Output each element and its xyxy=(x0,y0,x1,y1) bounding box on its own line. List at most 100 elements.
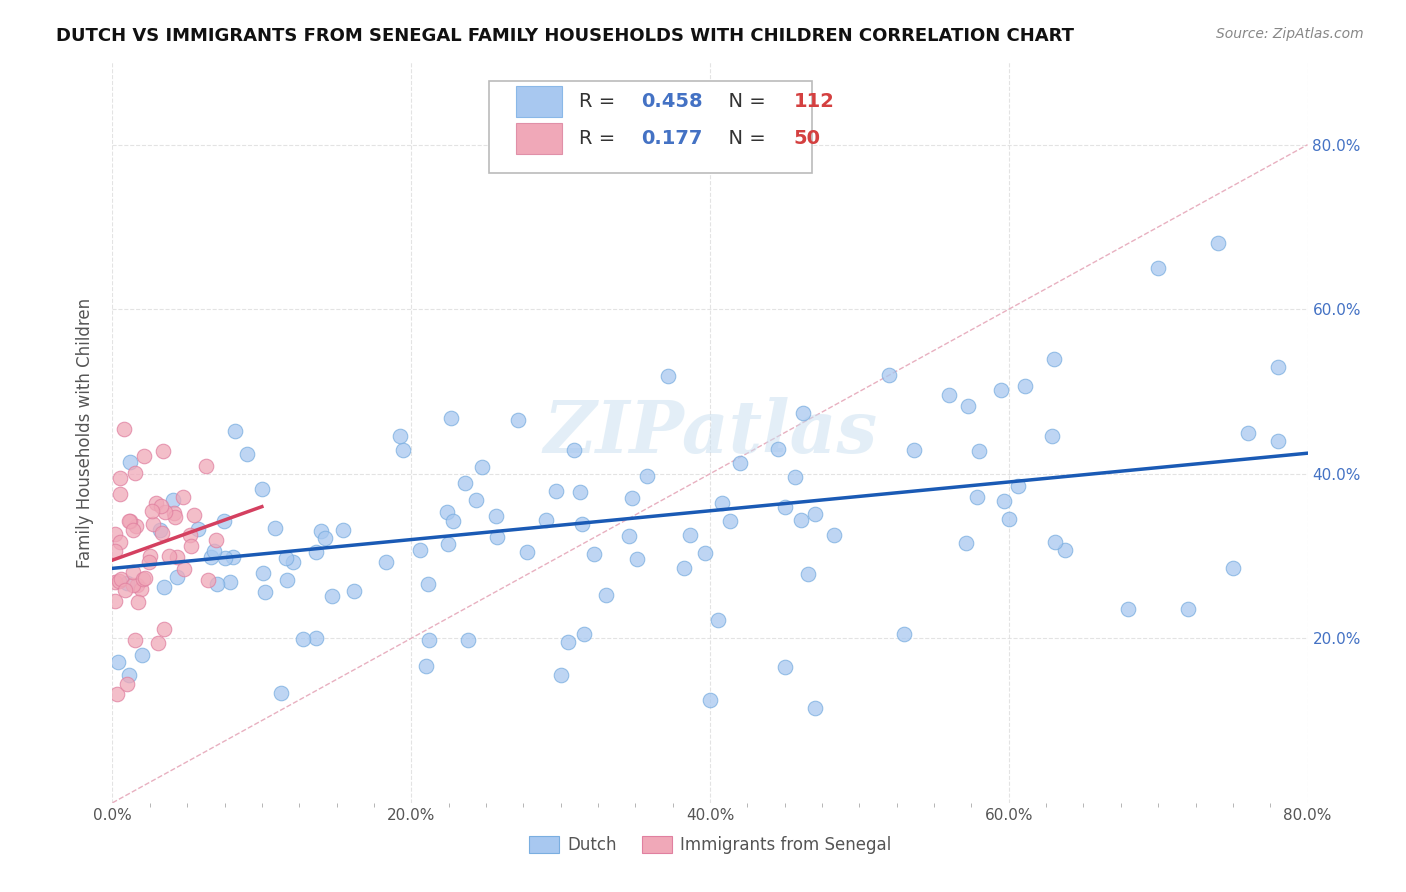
Text: R =: R = xyxy=(579,129,627,148)
Point xyxy=(121,566,143,580)
Point xyxy=(125,519,148,533)
Point xyxy=(464,493,486,508)
Point xyxy=(706,613,728,627)
Point xyxy=(803,701,825,715)
Point xyxy=(104,594,127,608)
Point xyxy=(956,399,979,413)
Point xyxy=(270,686,292,700)
Point xyxy=(766,442,789,456)
Point xyxy=(105,687,128,701)
Point xyxy=(571,516,593,531)
Point xyxy=(440,410,463,425)
Point xyxy=(162,492,184,507)
Point xyxy=(1177,602,1199,616)
Point xyxy=(305,544,328,558)
Point xyxy=(626,551,648,566)
Point xyxy=(990,384,1012,398)
Point xyxy=(200,549,222,564)
Point xyxy=(966,490,988,504)
Point xyxy=(276,574,298,588)
Point xyxy=(471,459,494,474)
Point xyxy=(903,442,925,457)
Point xyxy=(783,470,806,484)
Point xyxy=(165,510,187,524)
Point xyxy=(796,567,818,582)
Point xyxy=(222,549,245,564)
Point xyxy=(148,635,170,649)
Point xyxy=(118,515,141,529)
Point xyxy=(1043,535,1066,549)
Point xyxy=(441,514,464,528)
Point xyxy=(150,499,173,513)
Point xyxy=(1014,379,1036,393)
Point xyxy=(124,466,146,480)
Point xyxy=(252,482,274,496)
Y-axis label: Family Households with Children: Family Households with Children xyxy=(76,298,94,567)
Point xyxy=(314,531,336,545)
Point xyxy=(117,668,139,682)
Point xyxy=(790,513,813,527)
Point xyxy=(1222,561,1244,575)
Point xyxy=(214,514,236,528)
Point xyxy=(619,529,641,543)
Text: 0.177: 0.177 xyxy=(641,129,702,148)
Text: DUTCH VS IMMIGRANTS FROM SENEGAL FAMILY HOUSEHOLDS WITH CHILDREN CORRELATION CHA: DUTCH VS IMMIGRANTS FROM SENEGAL FAMILY … xyxy=(56,27,1074,45)
Point xyxy=(127,595,149,609)
Text: ZIPatlas: ZIPatlas xyxy=(543,397,877,468)
Point xyxy=(879,368,901,382)
Point xyxy=(718,514,741,528)
Point xyxy=(568,485,591,500)
Point xyxy=(110,534,132,549)
Point xyxy=(343,583,366,598)
Point xyxy=(485,508,508,523)
Point xyxy=(416,577,439,591)
Text: N =: N = xyxy=(716,92,772,111)
Point xyxy=(195,459,218,474)
Point xyxy=(122,578,145,592)
Point xyxy=(955,536,977,550)
Point xyxy=(141,504,163,518)
Point xyxy=(138,556,160,570)
Point xyxy=(117,676,139,690)
Point xyxy=(157,549,180,563)
Point xyxy=(150,525,173,540)
Point xyxy=(938,388,960,402)
Point xyxy=(172,491,194,505)
Point xyxy=(1042,351,1064,366)
Point xyxy=(107,655,129,669)
Point xyxy=(711,496,734,510)
Point xyxy=(679,528,702,542)
Point xyxy=(436,506,458,520)
FancyBboxPatch shape xyxy=(516,86,562,117)
Point xyxy=(516,545,538,559)
Point xyxy=(118,455,141,469)
Point xyxy=(730,456,752,470)
Point xyxy=(792,406,814,420)
Text: 50: 50 xyxy=(794,129,821,148)
Point xyxy=(207,577,229,591)
Point xyxy=(389,429,412,443)
Point xyxy=(253,585,276,599)
Point xyxy=(252,566,274,580)
Point xyxy=(309,524,332,539)
Point xyxy=(374,555,396,569)
Point xyxy=(202,544,225,558)
Point xyxy=(155,505,177,519)
Point xyxy=(183,508,205,522)
Point xyxy=(142,517,165,532)
Text: Source: ZipAtlas.com: Source: ZipAtlas.com xyxy=(1216,27,1364,41)
Point xyxy=(534,513,557,527)
Point xyxy=(131,572,153,586)
Point xyxy=(803,507,825,521)
Point xyxy=(180,539,202,553)
Point xyxy=(166,570,188,584)
Point xyxy=(224,425,246,439)
Point xyxy=(967,444,990,458)
Point xyxy=(454,475,477,490)
Point xyxy=(574,627,596,641)
Point xyxy=(1237,425,1260,440)
Point xyxy=(657,369,679,384)
Point xyxy=(179,528,201,542)
Point xyxy=(104,543,127,558)
Point xyxy=(636,469,658,483)
